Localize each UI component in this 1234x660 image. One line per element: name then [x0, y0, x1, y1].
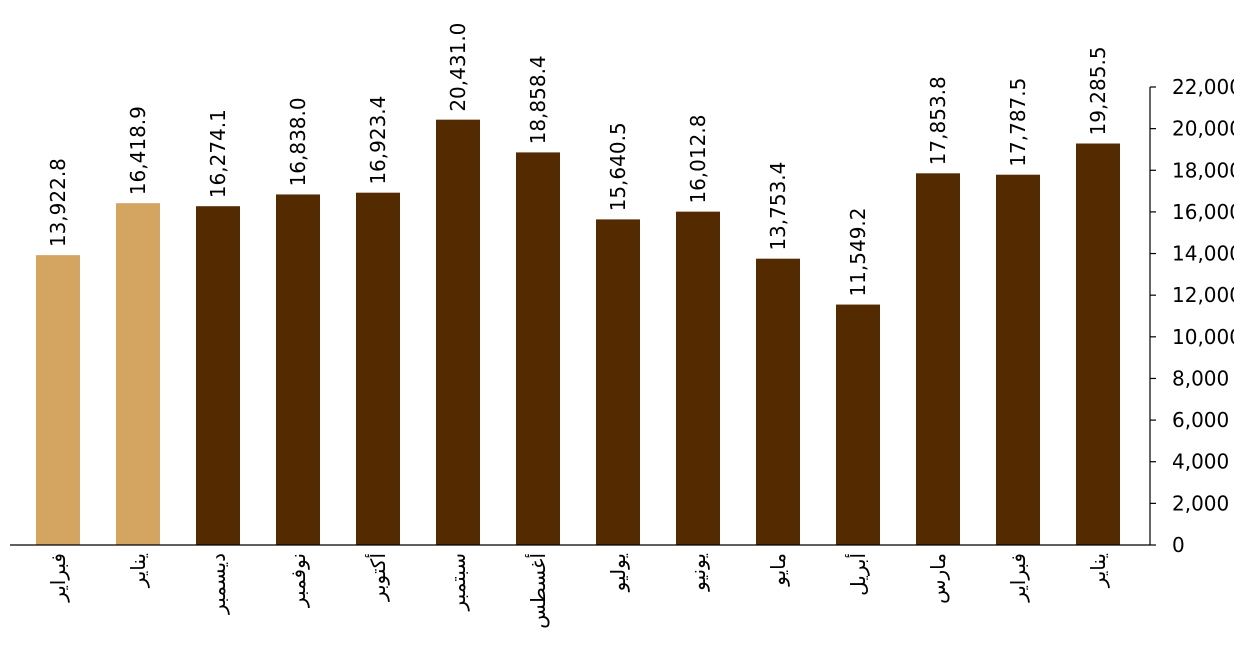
bar: [756, 258, 800, 545]
bar: [836, 304, 880, 545]
bar-value-label: 16,923.4: [366, 96, 390, 185]
category-label: يونيو: [686, 553, 710, 592]
bar-value-label: 13,922.8: [46, 158, 70, 247]
category-label: مارس: [926, 553, 950, 604]
category-label: أكتوبر: [365, 553, 390, 602]
bar: [276, 194, 320, 546]
y-tick-label: 22,000: [1172, 75, 1234, 99]
category-label: يوليو: [606, 553, 630, 592]
category-label: يناير: [1086, 553, 1110, 588]
category-label: فبراير: [1006, 553, 1030, 603]
bar: [36, 255, 80, 545]
bar-value-label: 20,431.0: [446, 23, 470, 112]
bar-value-label: 16,418.9: [126, 106, 150, 195]
bar: [996, 174, 1040, 545]
y-tick-label: 18,000: [1172, 158, 1234, 182]
bars-group: [36, 119, 1120, 546]
y-tick-label: 6,000: [1172, 408, 1229, 432]
bar: [596, 219, 640, 545]
bar: [916, 173, 960, 545]
category-label: يناير: [126, 553, 150, 588]
y-tick-label: 2,000: [1172, 491, 1229, 515]
category-label: أغسطس: [525, 553, 550, 629]
bar: [1076, 143, 1120, 545]
bar: [116, 203, 160, 545]
y-tick-label: 20,000: [1172, 117, 1234, 141]
bar: [436, 119, 480, 545]
category-label: أبريل: [845, 553, 870, 596]
bar-value-label: 19,285.5: [1086, 46, 1110, 135]
bar: [196, 206, 240, 545]
y-axis: 0 2,000 4,000 6,000 8,000 10,000 12,000 14,000 1…: [1149, 75, 1234, 557]
y-tick-label: 12,000: [1172, 283, 1234, 307]
y-tick-label: 14,000: [1172, 242, 1234, 266]
bar: [516, 152, 560, 545]
category-label: نوفمبر: [286, 553, 310, 608]
category-label: فبراير: [46, 553, 70, 603]
y-tick-label: 8,000: [1172, 366, 1229, 390]
y-tick-label: 4,000: [1172, 450, 1229, 474]
category-label: ديسمبر: [206, 553, 230, 615]
bar-value-label: 17,787.5: [1006, 78, 1030, 167]
bar-value-labels: 19,285.5 17,787.5 17,853.8 11,549.2 13,753.4…: [46, 23, 1110, 297]
bar-value-label: 16,838.0: [286, 97, 310, 186]
y-tick-label: 16,000: [1172, 200, 1234, 224]
bar: [356, 192, 400, 545]
category-label: مايو: [766, 553, 790, 587]
category-label: سبتمبر: [446, 553, 470, 611]
bar-value-label: 13,753.4: [766, 162, 790, 251]
bar-value-label: 11,549.2: [846, 208, 870, 297]
bar-value-label: 16,274.1: [206, 109, 230, 198]
y-tick-label: 10,000: [1172, 325, 1234, 349]
bar-value-label: 17,853.8: [926, 76, 950, 165]
bar-value-label: 16,012.8: [686, 115, 710, 204]
bar-value-label: 15,640.5: [606, 122, 630, 211]
y-tick-label: 0: [1172, 533, 1185, 557]
category-labels: يناير فبراير مارس أبريل مايو يونيو يوليو أغسطس س…: [46, 553, 1110, 629]
bar: [676, 211, 720, 545]
bar-value-label: 18,858.4: [526, 55, 550, 144]
